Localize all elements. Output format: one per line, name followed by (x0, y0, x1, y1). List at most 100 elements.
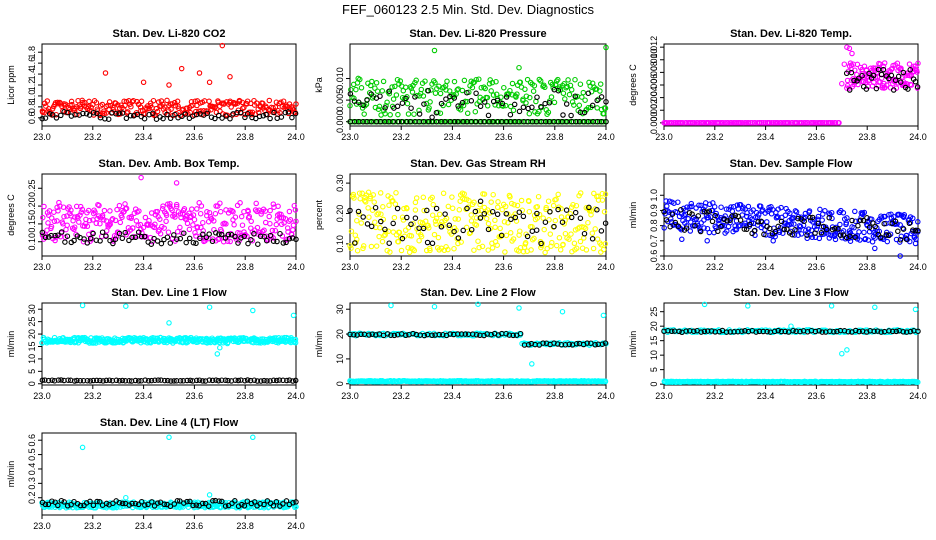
data-point (263, 237, 270, 244)
data-point (602, 340, 609, 346)
x-tick-label: 24.0 (597, 132, 615, 142)
data-point (445, 246, 451, 253)
data-point (79, 444, 86, 451)
data-point (87, 378, 94, 384)
data-point (455, 216, 462, 222)
data-point (68, 501, 74, 508)
data-point (764, 328, 770, 335)
data-point (177, 378, 184, 384)
data-point (540, 215, 546, 221)
data-point (135, 233, 142, 239)
data-point (197, 235, 203, 242)
data-point (379, 238, 386, 245)
data-point (510, 236, 517, 242)
data-point (743, 226, 750, 233)
data-point (546, 217, 552, 223)
data-point (130, 225, 136, 231)
data-point (126, 378, 132, 384)
data-point (283, 498, 290, 504)
x-tick-label: 23.8 (858, 132, 876, 142)
data-point (90, 377, 97, 384)
data-point (490, 92, 497, 98)
data-point (664, 208, 671, 214)
data-point (388, 302, 394, 309)
y-tick-label: 0.008 (649, 61, 659, 84)
data-point (205, 503, 212, 509)
data-point (238, 213, 245, 220)
data-point (142, 214, 149, 221)
y-tick-label: 0.4 (27, 463, 37, 476)
data-point (592, 226, 598, 232)
data-point (716, 328, 723, 335)
y-tick-label: 0.3 (27, 477, 37, 490)
data-point (806, 208, 813, 214)
y-tick-label: 0 (649, 382, 659, 387)
data-point (481, 211, 488, 217)
data-point (260, 113, 267, 119)
data-point (272, 227, 279, 234)
data-point (915, 379, 921, 385)
data-point (529, 236, 536, 243)
data-point (55, 502, 61, 509)
data-point (903, 329, 910, 335)
data-point (348, 228, 355, 234)
data-point (293, 218, 299, 225)
data-point (540, 340, 546, 346)
data-point (103, 377, 110, 384)
y-tick-label: 30 (335, 304, 345, 314)
data-point (200, 231, 206, 238)
data-point (54, 204, 60, 211)
data-point (861, 229, 867, 236)
data-point (526, 198, 532, 205)
data-point (723, 206, 730, 212)
data-point (283, 239, 289, 246)
data-point (598, 94, 605, 100)
y-axis-label: ml/min (6, 461, 16, 488)
data-point (489, 208, 496, 215)
data-point (485, 220, 492, 227)
data-point (65, 377, 71, 383)
data-point (599, 197, 606, 203)
data-point (138, 108, 144, 114)
plot-frame (41, 432, 297, 516)
data-point (582, 97, 588, 103)
data-point (509, 80, 516, 87)
data-point (477, 118, 484, 125)
data-point (754, 222, 761, 228)
data-point (389, 84, 395, 90)
data-point (597, 81, 604, 87)
data-point (499, 100, 506, 107)
data-point (219, 498, 225, 505)
data-point (206, 231, 212, 237)
data-point (570, 201, 576, 208)
data-point (138, 233, 145, 240)
data-point (701, 208, 708, 215)
data-point (410, 330, 416, 337)
data-point (722, 213, 728, 219)
data-point (270, 503, 277, 509)
data-point (863, 86, 870, 92)
data-point (572, 93, 578, 99)
data-point (900, 69, 907, 76)
data-point (258, 378, 264, 384)
data-point (778, 218, 785, 225)
data-point (211, 218, 217, 224)
data-point (859, 72, 865, 79)
data-point (563, 207, 570, 213)
data-point (390, 229, 397, 235)
data-point (191, 216, 198, 223)
data-point (270, 238, 277, 244)
data-point (585, 219, 591, 226)
data-point (76, 219, 82, 225)
data-point (45, 377, 52, 384)
data-point (555, 76, 561, 83)
data-point (786, 120, 792, 126)
data-point (410, 246, 416, 252)
data-point (122, 201, 128, 207)
data-point (745, 120, 752, 126)
data-point (745, 203, 752, 210)
data-point (420, 225, 427, 232)
data-point (417, 219, 424, 226)
data-point (39, 377, 46, 383)
data-point (68, 98, 75, 105)
